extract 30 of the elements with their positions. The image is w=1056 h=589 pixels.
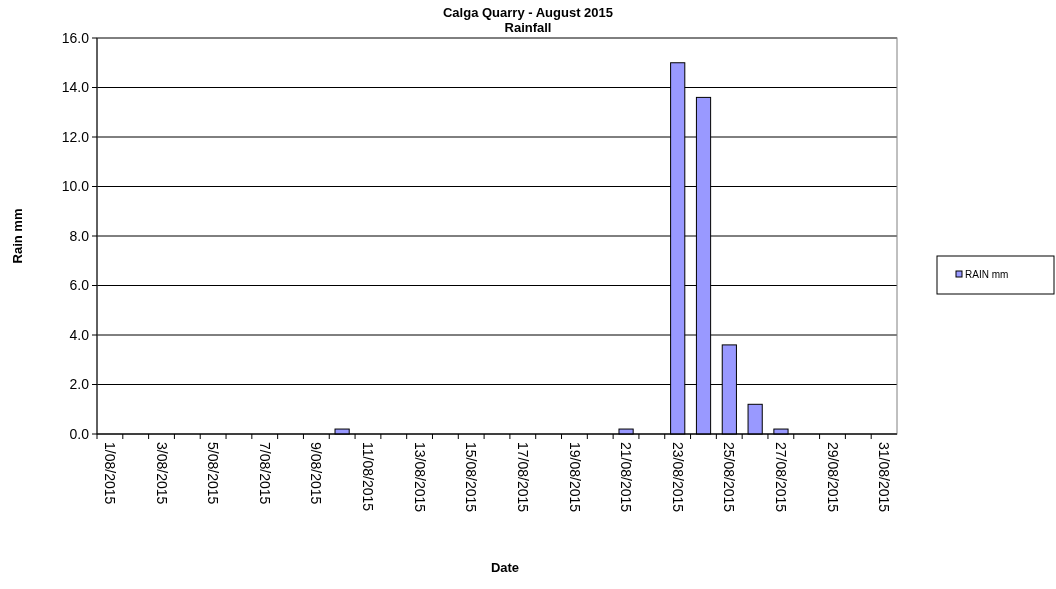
x-tick-label: 13/08/2015	[411, 442, 428, 513]
x-tick-label: 19/08/2015	[566, 442, 583, 513]
x-tick-label: 23/08/2015	[669, 442, 686, 513]
y-tick-label: 8.0	[69, 227, 90, 244]
y-axis-title: Rain mm	[10, 208, 25, 264]
x-tick-label: 21/08/2015	[618, 442, 635, 513]
y-tick-label: 4.0	[69, 326, 90, 343]
x-axis-title: Date	[490, 560, 520, 575]
text: 0.0	[69, 425, 89, 442]
x-tick-label: 9/08/2015	[308, 442, 325, 505]
y-tick-label: 10.0	[61, 178, 90, 195]
x-tick-label: 27/08/2015	[773, 442, 790, 513]
x-tick-label: 15/08/2015	[463, 442, 480, 513]
chart-title: Calga Quarry - August 2015	[442, 5, 614, 20]
y-tick-label: 2.0	[69, 376, 90, 393]
legend-label: RAIN mm	[965, 268, 1009, 280]
x-tick-label: 31/08/2015	[876, 442, 893, 513]
chart-subtitle: Rainfall	[504, 20, 552, 35]
x-tick-label: 25/08/2015	[721, 442, 738, 513]
y-tick-label: 6.0	[69, 277, 90, 294]
x-tick-label: 1/08/2015	[101, 442, 118, 505]
y-tick-label: 16.0	[61, 29, 90, 46]
x-tick-label: 11/08/2015	[360, 442, 377, 512]
x-tick-label: 17/08/2015	[514, 442, 531, 513]
y-tick-label: 12.0	[61, 128, 90, 145]
x-tick-label: 3/08/2015	[153, 442, 170, 505]
x-tick-label: 5/08/2015	[205, 442, 222, 505]
x-tick-label: 29/08/2015	[824, 442, 841, 513]
y-tick-label: 14.0	[61, 79, 90, 96]
x-tick-label: 7/08/2015	[256, 442, 273, 505]
